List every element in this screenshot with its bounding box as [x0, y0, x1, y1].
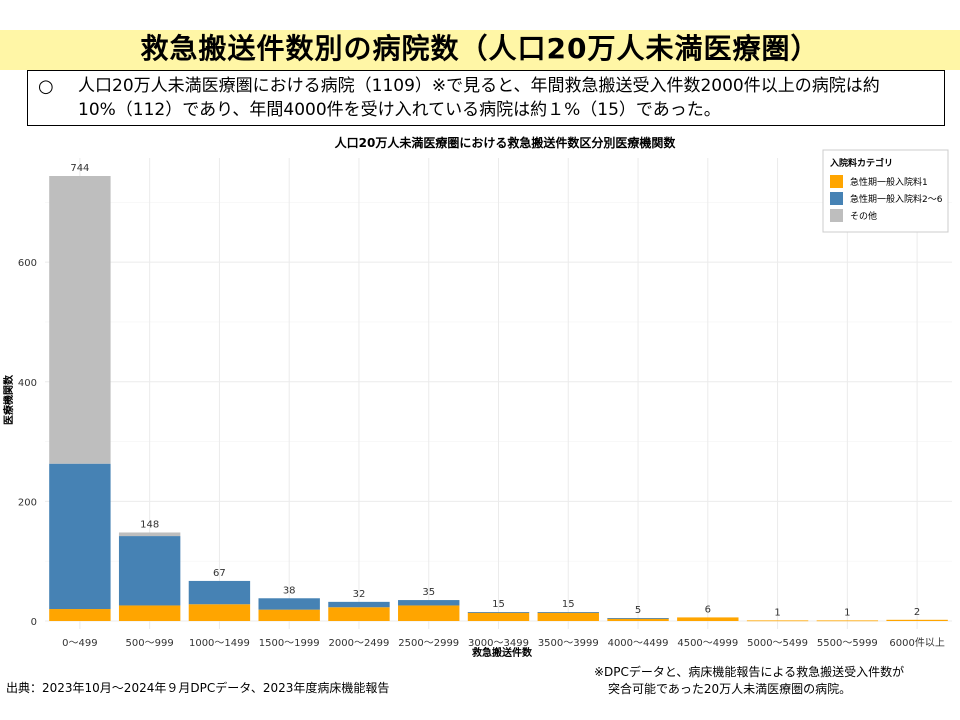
- x-tick-label: 500～999: [126, 638, 174, 649]
- bar-segment: [118, 605, 181, 621]
- legend-swatch: [830, 175, 843, 188]
- legend-label: 急性期一般入院料2～6: [850, 193, 943, 205]
- footnote: ※DPCデータと、病床機能報告による救急搬送受入件数が 突合可能であった20万人…: [594, 664, 934, 698]
- data-label: 2: [914, 607, 920, 618]
- x-tick-label: 6000件以上: [889, 637, 944, 649]
- bar-segment: [607, 618, 669, 621]
- data-label: 1: [844, 607, 850, 618]
- bars: [49, 176, 948, 622]
- legend-swatch: [830, 192, 843, 205]
- title-band: [0, 30, 960, 70]
- x-tick-label: 2000～2499: [329, 638, 390, 649]
- bar-segment: [328, 607, 390, 621]
- data-label: 67: [213, 568, 226, 579]
- data-label: 15: [492, 599, 505, 610]
- x-tick-label: 1000～1499: [189, 638, 250, 649]
- legend-box: [822, 149, 949, 233]
- data-label: 1: [774, 607, 780, 618]
- bar-segment: [816, 620, 879, 622]
- bar-segment: [49, 176, 111, 464]
- bar-segment: [49, 463, 111, 610]
- slide-title: 救急搬送件数別の病院数（人口20万人未満医療圏）: [140, 32, 820, 65]
- x-tick-label: 3000～3499: [468, 638, 529, 649]
- x-tick-label: 4000～4499: [608, 638, 669, 649]
- bar-segment: [49, 609, 111, 621]
- y-tick-label: 200: [18, 497, 37, 508]
- x-tick-label: 5000～5499: [747, 638, 808, 649]
- bar-segment: [258, 598, 320, 610]
- data-label: 38: [283, 585, 296, 596]
- chart-title: 人口20万人未満医療圏における救急搬送件数区分別医療機関数: [335, 135, 677, 150]
- bar-segment: [328, 601, 390, 608]
- bar-segment: [258, 609, 320, 621]
- bar-segment: [537, 612, 599, 621]
- x-tick-label: 2500～2999: [398, 638, 459, 649]
- chart: 人口20万人未満医療圏における救急搬送件数区分別医療機関数 0 200 400 600 医…: [2, 135, 952, 659]
- bar-segment: [467, 612, 530, 621]
- legend-title: 入院料カテゴリ: [829, 157, 893, 169]
- bar-segment: [398, 605, 460, 621]
- x-tick-label: 1500～1999: [259, 638, 320, 649]
- y-tick-label: 0: [31, 617, 37, 628]
- x-tick-label: 3500～3999: [538, 638, 599, 649]
- note-text: 人口20万人未満医療圏における病院（1109）※で見ると、年間救急搬送受入件数2…: [78, 76, 880, 120]
- data-label: 6: [705, 604, 711, 615]
- bar-segment: [188, 580, 251, 605]
- x-tick-label: 4500～4999: [677, 638, 738, 649]
- x-tick-label: 5500～5999: [817, 638, 878, 649]
- data-label: 15: [562, 599, 575, 610]
- bar-segment: [188, 604, 251, 621]
- bar-segment: [398, 600, 460, 606]
- y-axis-label: 医療機関数: [2, 374, 15, 425]
- y-tick-label: 400: [18, 378, 37, 389]
- data-label: 32: [353, 589, 366, 600]
- bar-segment: [677, 617, 739, 621]
- data-label: 148: [140, 519, 159, 530]
- data-label: 5: [635, 605, 641, 616]
- bar-segment: [607, 618, 669, 619]
- bar-segment: [118, 532, 181, 537]
- note-box: ○ 人口20万人未満医療圏における病院（1109）※で見ると、年間救急搬送受入件…: [27, 70, 945, 126]
- bar-segment: [467, 612, 530, 613]
- bar-segment: [746, 620, 809, 622]
- bar-segment: [118, 536, 181, 606]
- y-tick-label: 600: [18, 258, 37, 269]
- data-label: 35: [422, 587, 435, 598]
- legend-label: その他: [850, 210, 877, 222]
- data-label: 744: [70, 163, 89, 174]
- x-axis-label: 救急搬送件数: [472, 646, 533, 659]
- legend-swatch: [830, 209, 843, 222]
- bar-segment: [537, 612, 599, 613]
- source-note: 出典：2023年10月～2024年９月DPCデータ、2023年度病床機能報告: [6, 681, 390, 695]
- bar-segment: [886, 619, 948, 621]
- note-bullet: ○: [38, 76, 54, 97]
- footnote-line-1: ※DPCデータと、病床機能報告による救急搬送受入件数が: [594, 665, 905, 679]
- grid-lines: [45, 158, 952, 629]
- x-tick-label: 0～499: [62, 638, 97, 649]
- legend-label: 急性期一般入院料1: [850, 176, 928, 188]
- footnote-line-2: 突合可能であった20万人未満医療圏の病院。: [608, 682, 852, 696]
